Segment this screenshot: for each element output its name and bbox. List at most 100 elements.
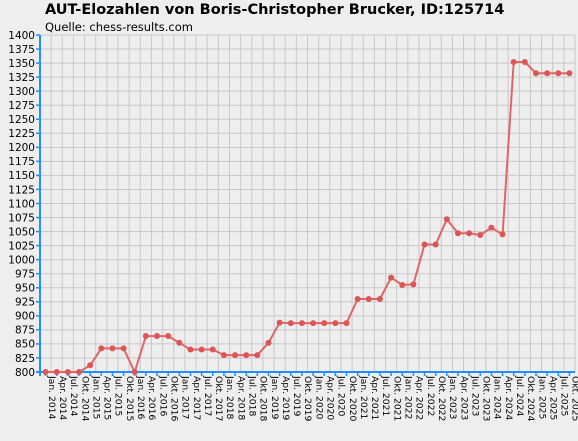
y-tick-label: 925 xyxy=(15,297,35,309)
x-tick-label: Okt. 2018 xyxy=(258,376,269,422)
x-tick-label: Okt. 2016 xyxy=(168,376,179,422)
x-tick-label: Jan. 2015 xyxy=(90,375,101,420)
data-point xyxy=(131,369,138,375)
y-tick-label: 1200 xyxy=(8,142,35,154)
data-point xyxy=(399,281,406,288)
y-tick-label: 1275 xyxy=(8,100,35,112)
y-tick-label: 1100 xyxy=(8,198,35,210)
data-point xyxy=(198,346,205,353)
data-point xyxy=(388,274,395,281)
x-tick-label: Jul. 2015 xyxy=(113,375,124,416)
data-point xyxy=(532,70,539,77)
y-tick-label: 800 xyxy=(15,367,35,379)
data-point xyxy=(176,339,183,346)
data-point xyxy=(64,369,71,375)
data-point xyxy=(42,369,49,375)
x-tick-label: Okt. 2017 xyxy=(213,376,224,422)
data-point xyxy=(53,369,60,375)
x-tick-label: Apr. 2017 xyxy=(191,376,202,420)
data-point xyxy=(76,369,83,375)
y-tick-label: 1225 xyxy=(8,128,35,140)
data-point xyxy=(555,70,562,77)
data-point xyxy=(499,231,506,238)
data-point xyxy=(477,231,484,238)
data-point xyxy=(187,346,194,353)
x-tick-label: Jan. 2019 xyxy=(269,375,280,420)
y-tick-label: 1400 xyxy=(8,30,35,42)
data-point xyxy=(98,345,105,352)
x-tick-label: Jul. 2019 xyxy=(291,375,302,416)
data-point xyxy=(165,333,172,340)
x-tick-label: Jul. 2025 xyxy=(559,375,570,416)
y-tick-label: 1050 xyxy=(8,226,35,238)
data-point xyxy=(243,352,250,359)
y-tick-label: 1125 xyxy=(8,184,35,196)
y-tick-label: 975 xyxy=(15,269,35,281)
x-tick-label: Jul. 2020 xyxy=(336,375,347,416)
data-point xyxy=(432,241,439,248)
data-point xyxy=(209,346,216,353)
data-point xyxy=(410,281,417,288)
x-tick-label: Apr. 2024 xyxy=(503,376,514,420)
data-point xyxy=(510,58,517,65)
x-tick-label: Okt. 2023 xyxy=(481,376,492,422)
chart-title: AUT-Elozahlen von Boris-Christopher Bruc… xyxy=(45,2,505,18)
data-point xyxy=(298,320,305,327)
x-tick-label: Jan. 2023 xyxy=(447,375,458,420)
data-point xyxy=(142,333,149,340)
data-point xyxy=(376,295,383,302)
x-tick-label: Apr. 2022 xyxy=(414,376,425,420)
data-point xyxy=(466,230,473,237)
x-tick-label: Jul. 2024 xyxy=(514,375,525,416)
x-tick-label: Okt. 2015 xyxy=(124,376,135,422)
x-tick-label: Jul. 2018 xyxy=(246,375,257,416)
data-point xyxy=(321,320,328,327)
data-point xyxy=(332,320,339,327)
y-tick-label: 1075 xyxy=(8,212,35,224)
x-tick-label: Jan. 2018 xyxy=(224,375,235,420)
data-point xyxy=(265,339,272,346)
x-tick-label: Okt. 2019 xyxy=(302,376,313,422)
y-tick-label: 1150 xyxy=(8,170,35,182)
x-tick-label: Okt. 2020 xyxy=(347,376,358,422)
data-point xyxy=(354,295,361,302)
data-point xyxy=(276,319,283,326)
y-tick-label: 1175 xyxy=(8,156,35,168)
y-tick-label: 1325 xyxy=(8,72,35,84)
data-point xyxy=(443,216,450,223)
y-tick-label: 1000 xyxy=(8,254,35,266)
data-point xyxy=(87,362,94,369)
x-tick-label: Apr. 2021 xyxy=(369,376,380,420)
x-tick-label: Okt. 2021 xyxy=(391,376,402,421)
data-point xyxy=(544,70,551,77)
y-tick-label: 875 xyxy=(15,325,35,337)
x-tick-label: Apr. 2023 xyxy=(458,376,469,420)
data-point xyxy=(109,345,116,352)
x-tick-label: Jan. 2022 xyxy=(403,375,414,419)
x-tick-label: Apr. 2015 xyxy=(102,376,113,420)
x-tick-label: Jan. 2021 xyxy=(358,375,369,419)
y-tick-label: 950 xyxy=(15,283,35,295)
x-tick-label: Jan. 2024 xyxy=(492,375,503,420)
y-tick-label: 1025 xyxy=(8,240,35,252)
x-tick-label: Jan. 2016 xyxy=(135,375,146,420)
x-tick-label: Jan. 2025 xyxy=(536,375,547,420)
x-tick-label: Apr. 2025 xyxy=(547,376,558,420)
x-tick-label: Okt. 2022 xyxy=(436,376,447,421)
chart-subtitle: Quelle: chess-results.com xyxy=(45,20,193,34)
y-tick-label: 1350 xyxy=(8,58,35,70)
data-point xyxy=(310,320,317,327)
data-point xyxy=(120,345,127,352)
data-point xyxy=(421,241,428,248)
data-point xyxy=(365,295,372,302)
x-tick-label: Jul. 2022 xyxy=(425,375,436,416)
x-tick-label: Okt. 2024 xyxy=(525,376,536,422)
y-tick-label: 1375 xyxy=(8,44,35,56)
x-tick-label: Apr. 2019 xyxy=(280,376,291,420)
x-tick-label: Okt. 2014 xyxy=(79,376,90,422)
data-point xyxy=(232,352,239,359)
x-tick-label: Apr. 2016 xyxy=(146,376,157,420)
x-tick-label: Apr. 2014 xyxy=(57,376,68,420)
